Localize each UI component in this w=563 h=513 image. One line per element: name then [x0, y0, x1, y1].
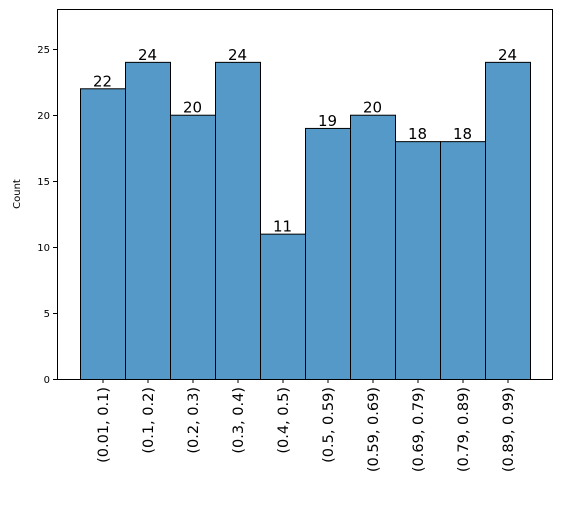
x-tick-label: (0.5, 0.59) — [321, 387, 337, 463]
y-axis-label: Count — [12, 179, 23, 209]
bar — [350, 114, 396, 380]
y-axis: 0 5 10 15 20 25 — [37, 45, 57, 386]
y-tick-label: 15 — [37, 177, 50, 188]
bar-value-label: 18 — [453, 125, 472, 143]
x-tick-label: (0.4, 0.5) — [276, 387, 292, 454]
x-tick-label: (0.89, 0.99) — [501, 387, 517, 472]
bar-value-label: 24 — [138, 46, 157, 64]
x-tick-label: (0.59, 0.69) — [366, 387, 382, 472]
bar-value-label: 24 — [228, 46, 247, 64]
bar — [125, 61, 171, 380]
x-tick-label: (0.01, 0.1) — [96, 387, 112, 463]
y-tick-label: 10 — [37, 243, 50, 254]
bar-value-label: 11 — [273, 218, 292, 236]
y-tick-label: 25 — [37, 45, 50, 56]
bar-value-label: 24 — [498, 46, 517, 64]
x-tick-label: (0.69, 0.79) — [411, 387, 427, 472]
bar — [170, 114, 216, 380]
y-tick-label: 5 — [44, 309, 50, 320]
bar-value-label: 19 — [318, 112, 337, 130]
bars-layer — [80, 61, 531, 381]
x-tick-label: (0.79, 0.89) — [456, 387, 472, 472]
plot-frame — [57, 9, 553, 380]
bar — [305, 127, 351, 380]
bar — [485, 61, 531, 380]
bar-value-label: 20 — [363, 99, 382, 117]
x-axis: (0.01, 0.1) (0.1, 0.2) (0.2, 0.3) (0.3, 0.4… — [96, 379, 517, 472]
bar-value-label: 18 — [408, 125, 427, 143]
bar — [215, 61, 261, 380]
bar-labels-layer: 22 24 20 24 11 19 20 18 18 24 — [93, 46, 517, 236]
bar — [440, 141, 486, 380]
x-tick-label: (0.2, 0.3) — [186, 387, 202, 454]
bar-value-label: 22 — [93, 72, 112, 90]
bar — [80, 88, 126, 381]
y-tick-label: 0 — [44, 375, 50, 386]
x-tick-label: (0.3, 0.4) — [231, 387, 247, 454]
bar — [395, 141, 441, 380]
bar — [260, 233, 306, 380]
y-tick-label: 20 — [37, 111, 50, 122]
bar-value-label: 20 — [183, 99, 202, 117]
x-tick-label: (0.1, 0.2) — [141, 387, 157, 454]
